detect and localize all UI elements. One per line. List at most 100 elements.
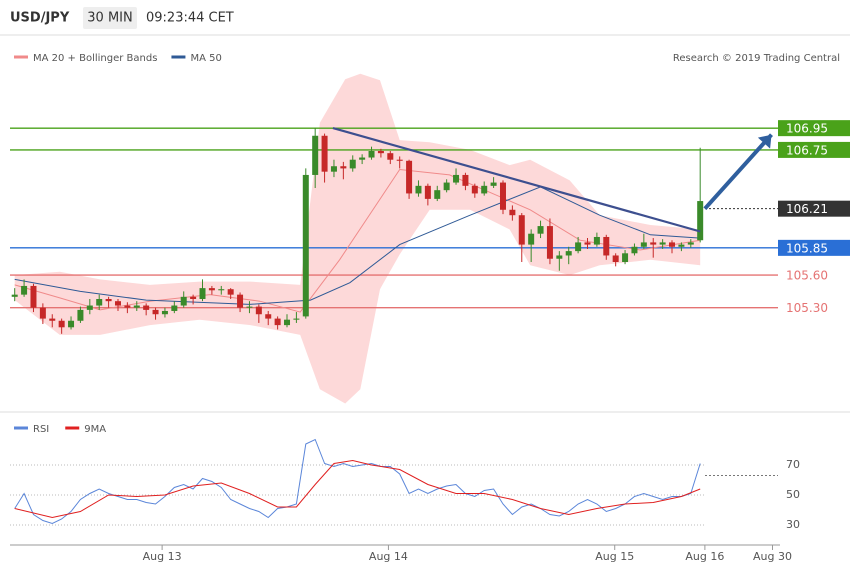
level-label: 105.30 — [786, 301, 828, 315]
overlays: 106.95 106.75 106.21 105.85 105.60 105.30 30 50… — [143, 120, 850, 563]
legend-label: 9MA — [84, 424, 106, 435]
candle-body — [284, 319, 291, 326]
rsi-series-line — [14, 438, 701, 525]
bollinger-band — [14, 73, 701, 404]
x-tick-label: Aug 15 — [595, 550, 634, 563]
lines — [14, 168, 701, 525]
legend-label: MA 20 + Bollinger Bands — [33, 53, 157, 64]
candle-body — [481, 185, 488, 194]
candle-body — [58, 320, 65, 328]
candle-body — [462, 174, 469, 186]
candle-body — [612, 255, 619, 262]
y-tick-label: 70 — [786, 458, 800, 471]
credit: Research © 2019 Trading Central — [673, 53, 840, 64]
level-label: 106.21 — [786, 202, 828, 216]
level-label: 106.95 — [786, 122, 828, 136]
level-label: 105.85 — [786, 241, 828, 255]
x-tick-label: Aug 13 — [143, 550, 182, 563]
x-tick-label: Aug 16 — [685, 550, 724, 563]
level-label: 105.60 — [786, 269, 828, 283]
candle-body — [603, 236, 610, 256]
candle-body — [171, 305, 178, 311]
candle-body — [518, 215, 525, 245]
candle-body — [349, 159, 356, 169]
candle-body — [321, 135, 328, 172]
level-tag — [778, 141, 850, 158]
candle-body — [293, 318, 300, 320]
candle-body — [39, 307, 46, 319]
candle-body — [143, 305, 150, 310]
candle-body — [537, 226, 544, 234]
candle-body — [274, 318, 281, 326]
candle-body — [490, 182, 497, 186]
candle-body — [509, 209, 516, 216]
symbol: USD/JPY — [10, 11, 70, 26]
candle-body — [453, 174, 460, 183]
candle-body — [152, 309, 159, 315]
candle-body — [124, 305, 131, 308]
candle-body — [114, 301, 121, 306]
candle-body — [255, 306, 262, 315]
candle-body — [424, 185, 431, 199]
candle-body — [528, 233, 535, 245]
arrow-head — [757, 134, 772, 149]
candle-body — [697, 201, 704, 241]
candle-body — [396, 159, 403, 161]
candle-body — [443, 182, 450, 191]
candle-body — [86, 305, 93, 310]
candle-body — [21, 285, 28, 295]
candle-body — [312, 135, 319, 175]
candle-body — [387, 153, 394, 160]
candle-body — [406, 160, 413, 194]
candle-body — [584, 242, 591, 245]
candle-body — [199, 288, 206, 299]
legend-label: MA 50 — [190, 53, 221, 64]
candle-body — [359, 157, 366, 160]
candle-body — [161, 310, 168, 315]
x-tick-label: Aug 30 — [753, 550, 792, 563]
trend-line — [332, 127, 701, 233]
rsi-series-line — [14, 459, 701, 519]
level-tag — [778, 200, 850, 217]
candle-body — [340, 166, 347, 169]
interval-box — [83, 7, 137, 29]
candle-body — [68, 320, 75, 328]
level-tag — [778, 239, 850, 256]
candle-body — [180, 296, 187, 306]
candle-body — [208, 288, 215, 291]
candle-body — [565, 251, 572, 256]
candle-body — [678, 244, 685, 247]
candle-body — [546, 226, 553, 259]
forecast-arrow — [703, 133, 773, 211]
candle-body — [96, 299, 103, 306]
candle-body — [593, 236, 600, 245]
legend-label: RSI — [33, 424, 49, 435]
candle-body — [302, 174, 309, 317]
candle-body — [669, 242, 676, 247]
candle-body — [556, 255, 563, 259]
y-tick-label: 50 — [786, 488, 800, 501]
candle-body — [499, 182, 506, 210]
time: 09:23:44 CET — [146, 11, 234, 26]
x-tick-label: Aug 14 — [369, 550, 408, 563]
candle-body — [218, 289, 225, 291]
candle-body — [133, 305, 140, 308]
candle-body — [77, 309, 84, 321]
candle-body — [640, 242, 647, 247]
candle-body — [265, 314, 272, 319]
candle-body — [659, 242, 666, 245]
candle-body — [415, 185, 422, 194]
ma50-line — [14, 186, 701, 305]
candle-body — [622, 253, 629, 262]
candle-body — [434, 190, 441, 199]
candle-body — [49, 318, 56, 321]
candle-body — [650, 242, 657, 245]
candle-body — [471, 185, 478, 194]
candle-body — [246, 306, 253, 308]
ma20-line — [14, 168, 701, 313]
candle-body — [237, 294, 244, 308]
candle-body — [11, 294, 18, 297]
candle-body — [227, 289, 234, 295]
candle-body — [368, 151, 375, 158]
